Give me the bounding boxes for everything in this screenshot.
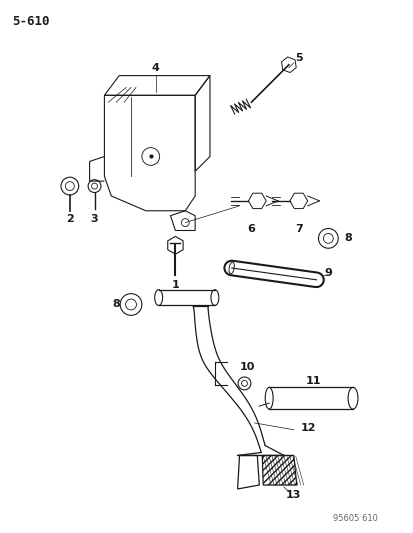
Text: 6: 6 — [247, 223, 255, 233]
Text: 5-610: 5-610 — [13, 15, 50, 28]
Text: 4: 4 — [152, 63, 159, 72]
Text: 7: 7 — [294, 223, 302, 233]
Text: 11: 11 — [305, 376, 320, 386]
Text: 10: 10 — [239, 361, 254, 372]
Text: 8: 8 — [343, 233, 351, 244]
Text: 3: 3 — [90, 214, 98, 224]
Text: 13: 13 — [285, 490, 301, 500]
Text: 1: 1 — [171, 280, 179, 290]
Text: 12: 12 — [300, 423, 316, 433]
Text: 5: 5 — [294, 53, 302, 63]
Text: 2: 2 — [66, 214, 74, 224]
Text: 8: 8 — [112, 300, 120, 310]
Text: 95605 610: 95605 610 — [332, 514, 377, 523]
Text: 9: 9 — [324, 268, 332, 278]
